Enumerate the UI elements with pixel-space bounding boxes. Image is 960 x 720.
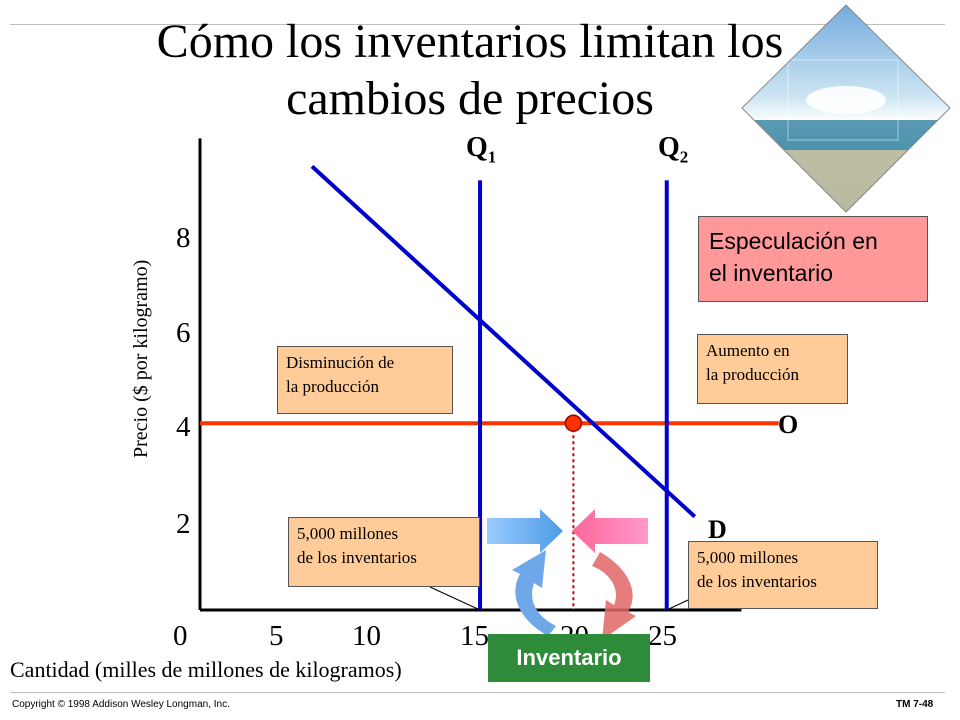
q2-label-sub: 2: [679, 147, 689, 167]
production-increase-box: Aumento en la producción: [697, 334, 848, 404]
q1-label: Q1: [466, 132, 496, 168]
right-inventory-leader: [666, 599, 689, 611]
x-tick-label: 5: [269, 620, 284, 652]
speculation-line1: Especulación en: [709, 228, 878, 254]
q1-label-sub: 1: [487, 147, 497, 167]
production-decrease-box: Disminución de la producción: [277, 346, 453, 414]
equilibrium-point: [564, 414, 583, 432]
beach-logo-icon: [741, 4, 951, 213]
x-tick-label: 10: [352, 620, 381, 652]
x-tick-label: 15: [460, 620, 489, 652]
slide-id: TM 7-48: [896, 699, 934, 710]
slide-title-line1: Cómo los inventarios limitan los: [156, 15, 784, 68]
speculation-box: Especulación en el inventario: [698, 216, 928, 302]
d-curve: [310, 164, 697, 519]
production-decrease-line1: Disminución de: [286, 353, 395, 372]
production-decrease-line2: la producción: [286, 377, 379, 396]
supply-curve-label: O: [778, 410, 799, 439]
right-inventory-line1: 5,000 millones: [697, 548, 799, 567]
demand-curve-label: D: [708, 515, 727, 544]
x-tick-label: 25: [648, 620, 677, 652]
left-inventory-leader: [429, 586, 481, 611]
right-inventory-box: 5,000 millones de los inventarios: [688, 541, 878, 609]
top-rule: [10, 24, 945, 25]
x-axis-label: Cantidad (milles de millones de kilogram…: [10, 657, 402, 682]
left-inventory-box: 5,000 millones de los inventarios: [288, 517, 480, 587]
production-increase-line2: la producción: [706, 365, 799, 384]
production-increase-line1: Aumento en: [706, 341, 790, 360]
y-tick-label: 8: [176, 222, 191, 254]
y-tick-label: 2: [176, 508, 191, 540]
q2-label: Q2: [658, 132, 688, 168]
pink-inflow-arrow: [572, 509, 648, 553]
blue-inflow-arrow: [487, 509, 563, 553]
q2-label-text: Q: [658, 132, 680, 163]
inventory-box: Inventario: [488, 634, 650, 682]
bottom-rule: [10, 692, 945, 693]
right-inventory-line2: de los inventarios: [697, 572, 817, 591]
q1-label-text: Q: [466, 132, 488, 163]
x-tick-label: 0: [173, 620, 188, 652]
speculation-line2: el inventario: [709, 260, 834, 286]
y-axis-label: Precio ($ por kilogramo): [130, 259, 152, 458]
y-tick-label: 6: [176, 317, 191, 349]
red-curved-arrow: [592, 552, 636, 640]
blue-curved-arrow: [512, 550, 556, 636]
y-tick-label: 4: [176, 411, 191, 443]
copyright-text: Copyright © 1998 Addison Wesley Longman,…: [12, 699, 230, 710]
left-inventory-line1: 5,000 millones: [297, 524, 399, 543]
left-inventory-line2: de los inventarios: [297, 548, 417, 567]
slide-title-line2: cambios de precios: [286, 72, 654, 125]
